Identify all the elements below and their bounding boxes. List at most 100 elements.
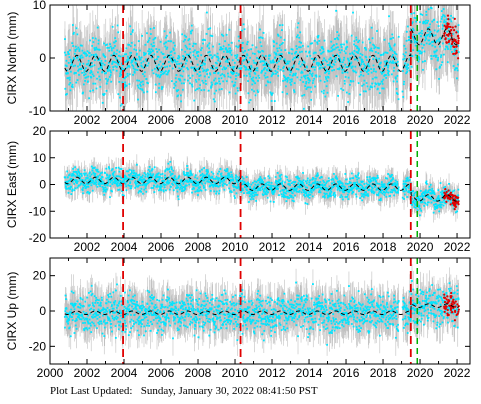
data-point — [223, 56, 226, 59]
data-point — [71, 86, 74, 88]
data-point — [282, 70, 285, 72]
data-point — [442, 25, 445, 28]
data-point — [125, 66, 128, 69]
recent-point — [443, 31, 446, 35]
data-point — [118, 50, 121, 53]
data-point — [207, 51, 210, 54]
data-point — [385, 64, 388, 67]
data-point — [77, 65, 79, 68]
data-point — [356, 45, 359, 48]
data-point — [405, 39, 408, 42]
data-point — [298, 62, 300, 65]
data-point — [430, 57, 433, 60]
data-point — [314, 66, 317, 69]
data-point — [434, 54, 436, 57]
data-point — [253, 61, 256, 64]
data-point — [77, 59, 80, 62]
data-point — [235, 57, 238, 59]
data-point — [295, 68, 298, 70]
data-point — [345, 91, 348, 94]
data-point — [289, 81, 292, 84]
data-point — [161, 86, 164, 89]
data-point — [347, 76, 350, 79]
data-point — [267, 67, 270, 69]
data-point — [189, 51, 192, 54]
data-point — [300, 71, 303, 74]
data-point — [322, 50, 325, 53]
data-point — [119, 72, 122, 75]
data-point — [187, 74, 190, 77]
data-point — [435, 41, 438, 43]
data-point — [315, 74, 318, 77]
data-point — [348, 59, 350, 62]
data-point — [402, 83, 405, 86]
data-point — [328, 58, 331, 61]
data-point — [283, 58, 286, 61]
data-point — [67, 53, 70, 55]
data-point — [372, 43, 374, 46]
data-point — [70, 85, 73, 88]
data-point — [373, 44, 376, 47]
data-point — [327, 50, 330, 53]
data-point — [140, 64, 143, 67]
data-point — [299, 79, 302, 81]
data-point — [449, 48, 452, 51]
data-point — [363, 79, 366, 82]
data-point — [410, 65, 413, 68]
data-point — [371, 86, 373, 89]
data-point — [174, 84, 177, 87]
data-point — [64, 54, 67, 56]
data-point — [257, 50, 260, 53]
data-point — [113, 51, 116, 54]
data-point — [385, 51, 388, 54]
data-point — [204, 57, 207, 60]
data-point — [419, 50, 422, 53]
data-point — [442, 8, 445, 10]
data-point — [215, 82, 217, 85]
data-point — [318, 40, 321, 42]
data-point — [256, 69, 259, 72]
data-point — [378, 83, 380, 86]
data-point — [181, 75, 184, 78]
data-point — [278, 60, 280, 63]
data-point — [406, 68, 409, 71]
data-point — [76, 33, 79, 36]
data-point — [439, 45, 441, 48]
data-point — [367, 69, 370, 72]
data-point — [294, 52, 296, 55]
data-point — [436, 39, 438, 42]
data-point — [405, 72, 408, 75]
data-point — [376, 60, 379, 62]
data-point — [200, 47, 203, 49]
data-point — [167, 54, 169, 57]
data-point — [153, 53, 156, 56]
data-point — [202, 42, 204, 45]
data-point — [173, 52, 176, 55]
data-point — [130, 41, 133, 44]
data-point — [370, 68, 373, 70]
data-point — [302, 81, 305, 83]
data-point — [115, 53, 118, 55]
data-point — [430, 7, 433, 10]
data-point — [92, 41, 95, 43]
data-point — [117, 63, 120, 66]
data-point — [357, 49, 360, 52]
data-point — [362, 74, 365, 77]
data-point — [88, 52, 91, 54]
data-point — [428, 39, 430, 42]
data-point — [159, 75, 161, 78]
data-point — [356, 59, 359, 62]
data-point — [320, 90, 323, 93]
data-point — [112, 68, 115, 71]
recent-point — [457, 42, 460, 45]
data-point — [170, 60, 173, 62]
data-point — [195, 52, 198, 54]
data-point — [191, 29, 194, 32]
data-point — [446, 30, 449, 33]
data-point — [66, 77, 69, 80]
data-point — [402, 53, 405, 56]
data-point — [231, 71, 234, 74]
data-point — [239, 68, 242, 71]
data-point — [84, 76, 87, 79]
data-point — [129, 51, 132, 54]
